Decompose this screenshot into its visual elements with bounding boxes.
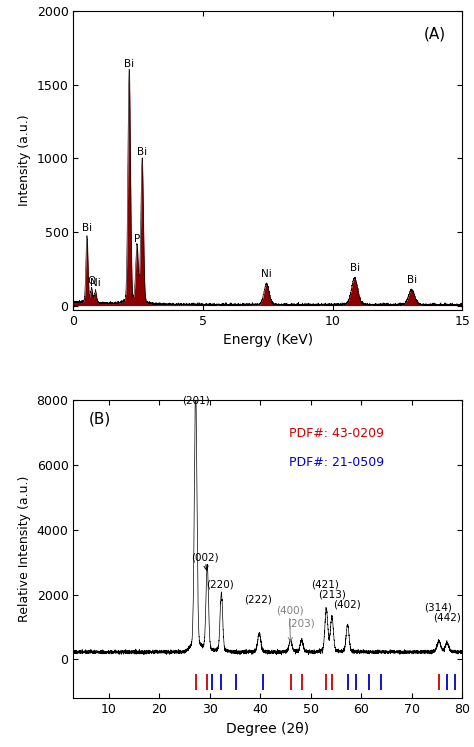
Text: (B): (B) (89, 412, 111, 427)
Text: (421): (421) (311, 580, 339, 589)
Y-axis label: Relative Intensity (a.u.): Relative Intensity (a.u.) (18, 476, 31, 622)
Text: O: O (88, 276, 96, 286)
X-axis label: Energy (KeV): Energy (KeV) (223, 333, 313, 347)
Text: Ni: Ni (90, 278, 101, 288)
Text: Bi: Bi (349, 263, 360, 273)
Text: (201): (201) (182, 395, 210, 406)
Text: Bi: Bi (124, 58, 134, 69)
Text: Bi: Bi (137, 147, 147, 157)
Text: Ni: Ni (261, 269, 272, 279)
Text: (A): (A) (423, 26, 446, 41)
Text: P: P (134, 234, 140, 244)
Text: (213): (213) (319, 589, 346, 599)
Text: (400): (400) (276, 606, 303, 642)
Text: Bi: Bi (82, 223, 92, 234)
Text: (442): (442) (434, 612, 462, 622)
Text: PDF#: 43-0209: PDF#: 43-0209 (289, 427, 384, 439)
Text: (222): (222) (244, 595, 272, 604)
Y-axis label: Intensity (a.u.): Intensity (a.u.) (18, 115, 31, 206)
Text: (002): (002) (191, 552, 219, 570)
X-axis label: Degree (2θ): Degree (2θ) (226, 722, 310, 736)
Text: (402): (402) (333, 599, 361, 609)
Text: PDF#: 21-0509: PDF#: 21-0509 (289, 456, 384, 469)
Text: (314): (314) (425, 602, 452, 613)
Text: (203): (203) (287, 619, 314, 629)
Text: (220): (220) (206, 580, 234, 589)
Text: Bi: Bi (407, 275, 417, 285)
